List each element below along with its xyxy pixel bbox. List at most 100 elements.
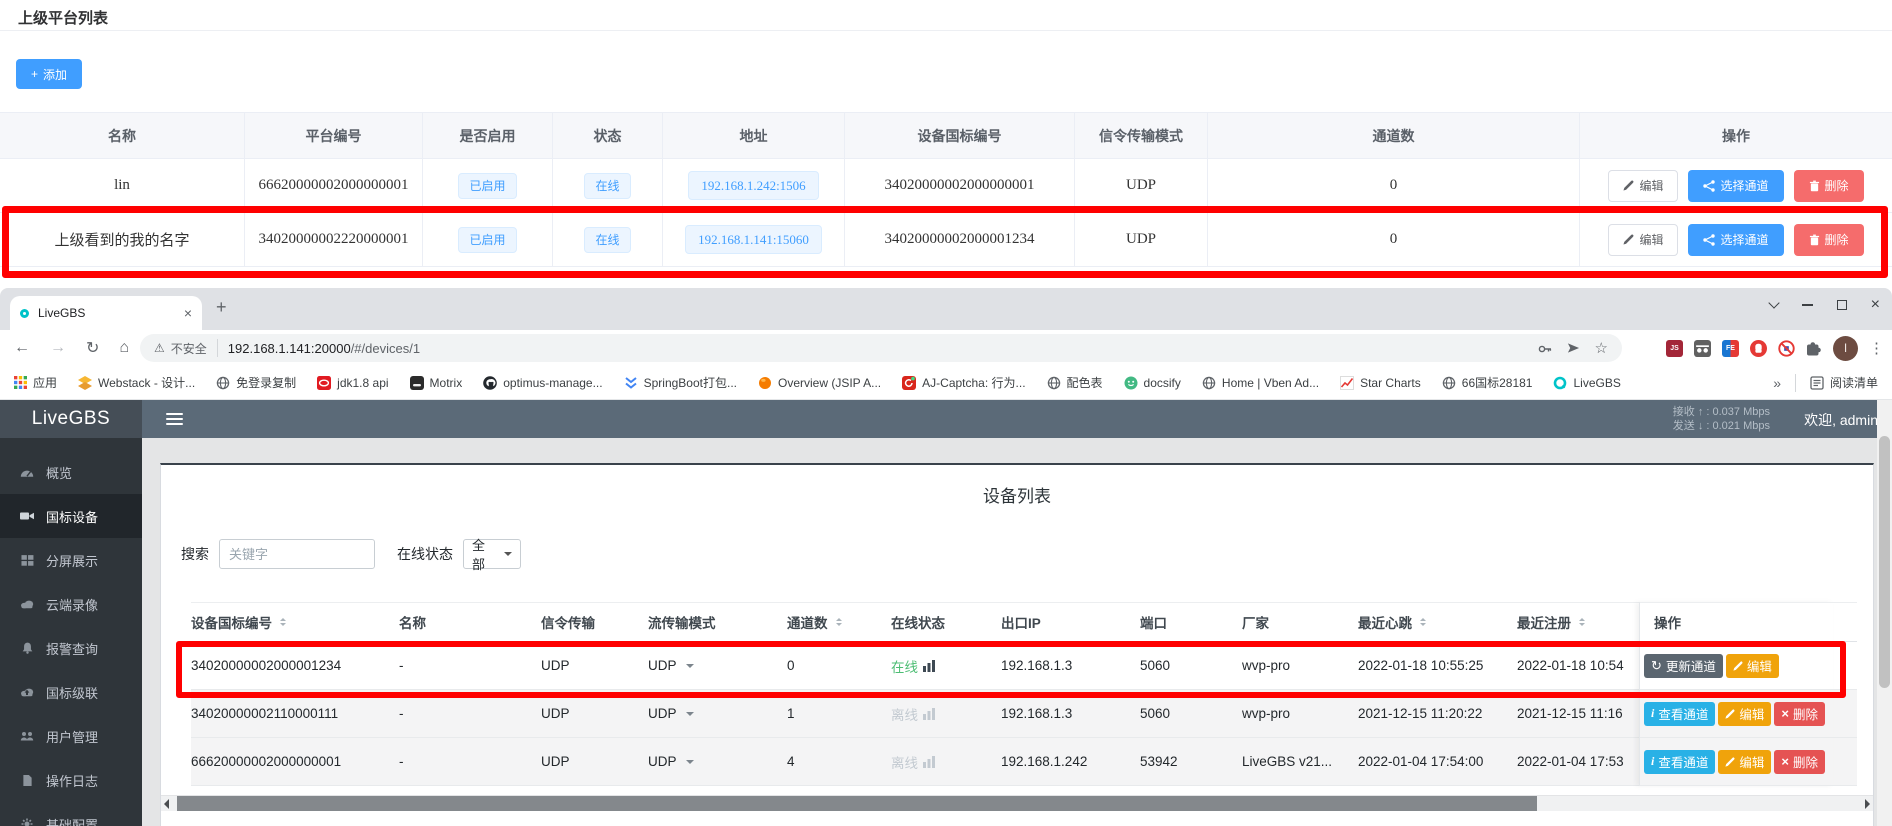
sidebar-item-basic-config[interactable]: 基础配置 xyxy=(0,802,142,826)
edit-button[interactable]: 编辑 xyxy=(1608,169,1679,202)
bookmark-item[interactable]: Home | Vben Ad... xyxy=(1202,376,1319,390)
reading-list-button[interactable]: 阅读清单 xyxy=(1810,374,1878,391)
js-extension-icon[interactable]: JS xyxy=(1666,339,1683,357)
bookmark-item[interactable]: 66国标28181 xyxy=(1442,374,1532,391)
sidebar-item-gb-devices[interactable]: 国标设备 xyxy=(0,494,142,538)
online-status: 离线 xyxy=(891,755,918,771)
enabled-badge: 已启用 xyxy=(458,172,517,199)
bookmark-item[interactable]: SpringBoot打包... xyxy=(624,374,737,391)
key-icon[interactable] xyxy=(1538,341,1552,355)
scroll-right-arrow[interactable] xyxy=(1865,799,1870,809)
bookmark-item[interactable]: 应用 xyxy=(14,374,57,391)
sort-icon[interactable] xyxy=(835,618,842,626)
new-tab-button[interactable]: + xyxy=(216,297,227,317)
bookmark-star-icon[interactable]: ☆ xyxy=(1594,340,1608,357)
maximize-button[interactable] xyxy=(1836,300,1847,310)
bookmark-item[interactable]: AJ-Captcha: 行为... xyxy=(902,374,1026,391)
chevron-down-icon xyxy=(685,712,694,720)
add-button[interactable]: + 添加 xyxy=(16,59,83,89)
online-state-select[interactable]: 全部 xyxy=(463,538,521,572)
stream-mode-select[interactable]: UDP xyxy=(648,658,787,673)
sidebar-item-gb-cascade[interactable]: 国标级联 xyxy=(0,670,142,714)
send-icon[interactable] xyxy=(1567,342,1580,354)
update-channels-button[interactable]: 更新通道 xyxy=(1644,653,1723,678)
bookmark-item[interactable]: optimus-manage... xyxy=(483,376,603,390)
stream-mode-select[interactable]: UDP xyxy=(648,754,787,769)
row-actions: 更新通道 编辑 xyxy=(1640,642,1833,690)
bookmarks-overflow-icon[interactable]: » xyxy=(1773,374,1781,391)
enabled-badge: 已启用 xyxy=(458,226,517,253)
window-chevron-icon[interactable] xyxy=(1767,297,1780,309)
back-button[interactable]: ← xyxy=(14,339,30,356)
bookmark-item[interactable]: LiveGBS xyxy=(1553,376,1621,390)
sidebar-item-split-screen[interactable]: 分屏展示 xyxy=(0,538,142,582)
address-bar[interactable]: ⚠ 不安全 192.168.1.141:20000/#/devices/1 ☆ xyxy=(140,334,1622,362)
select-channel-button[interactable]: 选择通道 xyxy=(1688,223,1784,256)
forward-button[interactable]: → xyxy=(50,339,66,356)
sidebar-item-overview[interactable]: 概览 xyxy=(0,450,142,494)
bookmark-item[interactable]: Star Charts xyxy=(1340,375,1421,390)
bookmark-item[interactable]: jdk1.8 api xyxy=(317,375,389,390)
bookmark-item[interactable]: Motrix xyxy=(409,375,462,390)
sort-icon[interactable] xyxy=(280,618,286,626)
bookmark-item[interactable]: 配色表 xyxy=(1047,374,1103,391)
document-icon xyxy=(19,774,35,787)
bookmark-item[interactable]: Webstack - 设计... xyxy=(78,374,195,391)
window-close-button[interactable]: × xyxy=(1870,296,1880,313)
bookmark-item[interactable]: docsify xyxy=(1124,376,1181,390)
sidebar-item-user-management[interactable]: 用户管理 xyxy=(0,714,142,758)
minimize-button[interactable] xyxy=(1801,304,1813,306)
security-chip[interactable]: ⚠ 不安全 xyxy=(154,339,218,357)
chevron-down-icon xyxy=(504,552,512,560)
browser-menu-icon[interactable]: ⋮ xyxy=(1869,340,1884,357)
home-button[interactable]: ⌂ xyxy=(119,339,130,356)
no-sign-extension-icon[interactable] xyxy=(1778,339,1795,357)
extensions-puzzle-icon[interactable] xyxy=(1806,340,1822,356)
horizontal-scrollbar-thumb[interactable] xyxy=(177,796,1537,811)
stop-hand-extension-icon[interactable] xyxy=(1750,339,1767,357)
sidebar-item-cloud-recording[interactable]: 云端录像 xyxy=(0,582,142,626)
edit-button[interactable]: 编辑 xyxy=(1608,223,1679,256)
sidebar-item-operation-log[interactable]: 操作日志 xyxy=(0,758,142,802)
delete-button[interactable]: 删除 xyxy=(1793,169,1864,202)
refresh-button[interactable]: ↻ xyxy=(86,340,100,357)
bar-chart-icon[interactable] xyxy=(923,707,935,720)
sidebar-toggle-icon[interactable] xyxy=(166,413,183,425)
device-table-header: 设备国标编号 名称 信令传输 流传输模式 通道数 在线状态 出口IP 端口 厂家… xyxy=(191,602,1857,642)
globe-icon xyxy=(1047,376,1060,389)
view-channels-button[interactable]: i 查看通道 xyxy=(1644,701,1716,726)
cell-register: 2022-01-04 17:53 xyxy=(1517,754,1624,769)
delete-button[interactable]: 删除 xyxy=(1774,749,1825,774)
vertical-scrollbar-thumb[interactable] xyxy=(1879,436,1890,688)
stream-mode-select[interactable]: UDP xyxy=(648,706,787,721)
bar-chart-icon[interactable] xyxy=(923,755,935,768)
livegbs-icon xyxy=(1554,376,1567,389)
delete-button[interactable]: 删除 xyxy=(1774,701,1825,726)
sort-icon[interactable] xyxy=(1579,618,1585,626)
view-channels-button[interactable]: i 查看通道 xyxy=(1644,749,1716,774)
sort-icon[interactable] xyxy=(1420,618,1426,626)
fe-extension-icon[interactable]: FE xyxy=(1722,339,1739,357)
cell-ip: 192.168.1.3 xyxy=(1001,658,1073,673)
cell-name: - xyxy=(399,706,404,721)
browser-tab[interactable]: LiveGBS × xyxy=(10,296,202,330)
scroll-left-arrow[interactable] xyxy=(164,799,169,809)
search-input[interactable] xyxy=(219,539,375,569)
tab-close-icon[interactable]: × xyxy=(183,305,192,321)
delete-button[interactable]: 删除 xyxy=(1793,223,1864,256)
profile-avatar[interactable]: I xyxy=(1833,335,1858,361)
sidebar-item-alarm-query[interactable]: 报警查询 xyxy=(0,626,142,670)
bookmark-item[interactable]: Overview (JSIP A... xyxy=(758,376,881,390)
welcome-user[interactable]: 欢迎, admin xyxy=(1804,412,1878,428)
edit-button[interactable]: 编辑 xyxy=(1718,749,1772,774)
address-badge: 192.168.1.242:1506 xyxy=(688,171,819,200)
select-channel-button[interactable]: 选择通道 xyxy=(1688,169,1784,202)
bookmark-item[interactable]: 免登录复制 xyxy=(216,374,296,391)
bar-chart-icon[interactable] xyxy=(923,659,935,672)
edit-button[interactable]: 编辑 xyxy=(1718,701,1772,726)
incognito-extension-icon[interactable] xyxy=(1694,339,1711,357)
search-label: 搜索 xyxy=(181,546,209,562)
edit-button[interactable]: 编辑 xyxy=(1725,653,1779,678)
table-row-highlighted: 上级看到的我的名字 34020000002220000001 已启用 在线 19… xyxy=(0,213,1892,267)
app-brand[interactable]: LiveGBS xyxy=(0,400,142,438)
